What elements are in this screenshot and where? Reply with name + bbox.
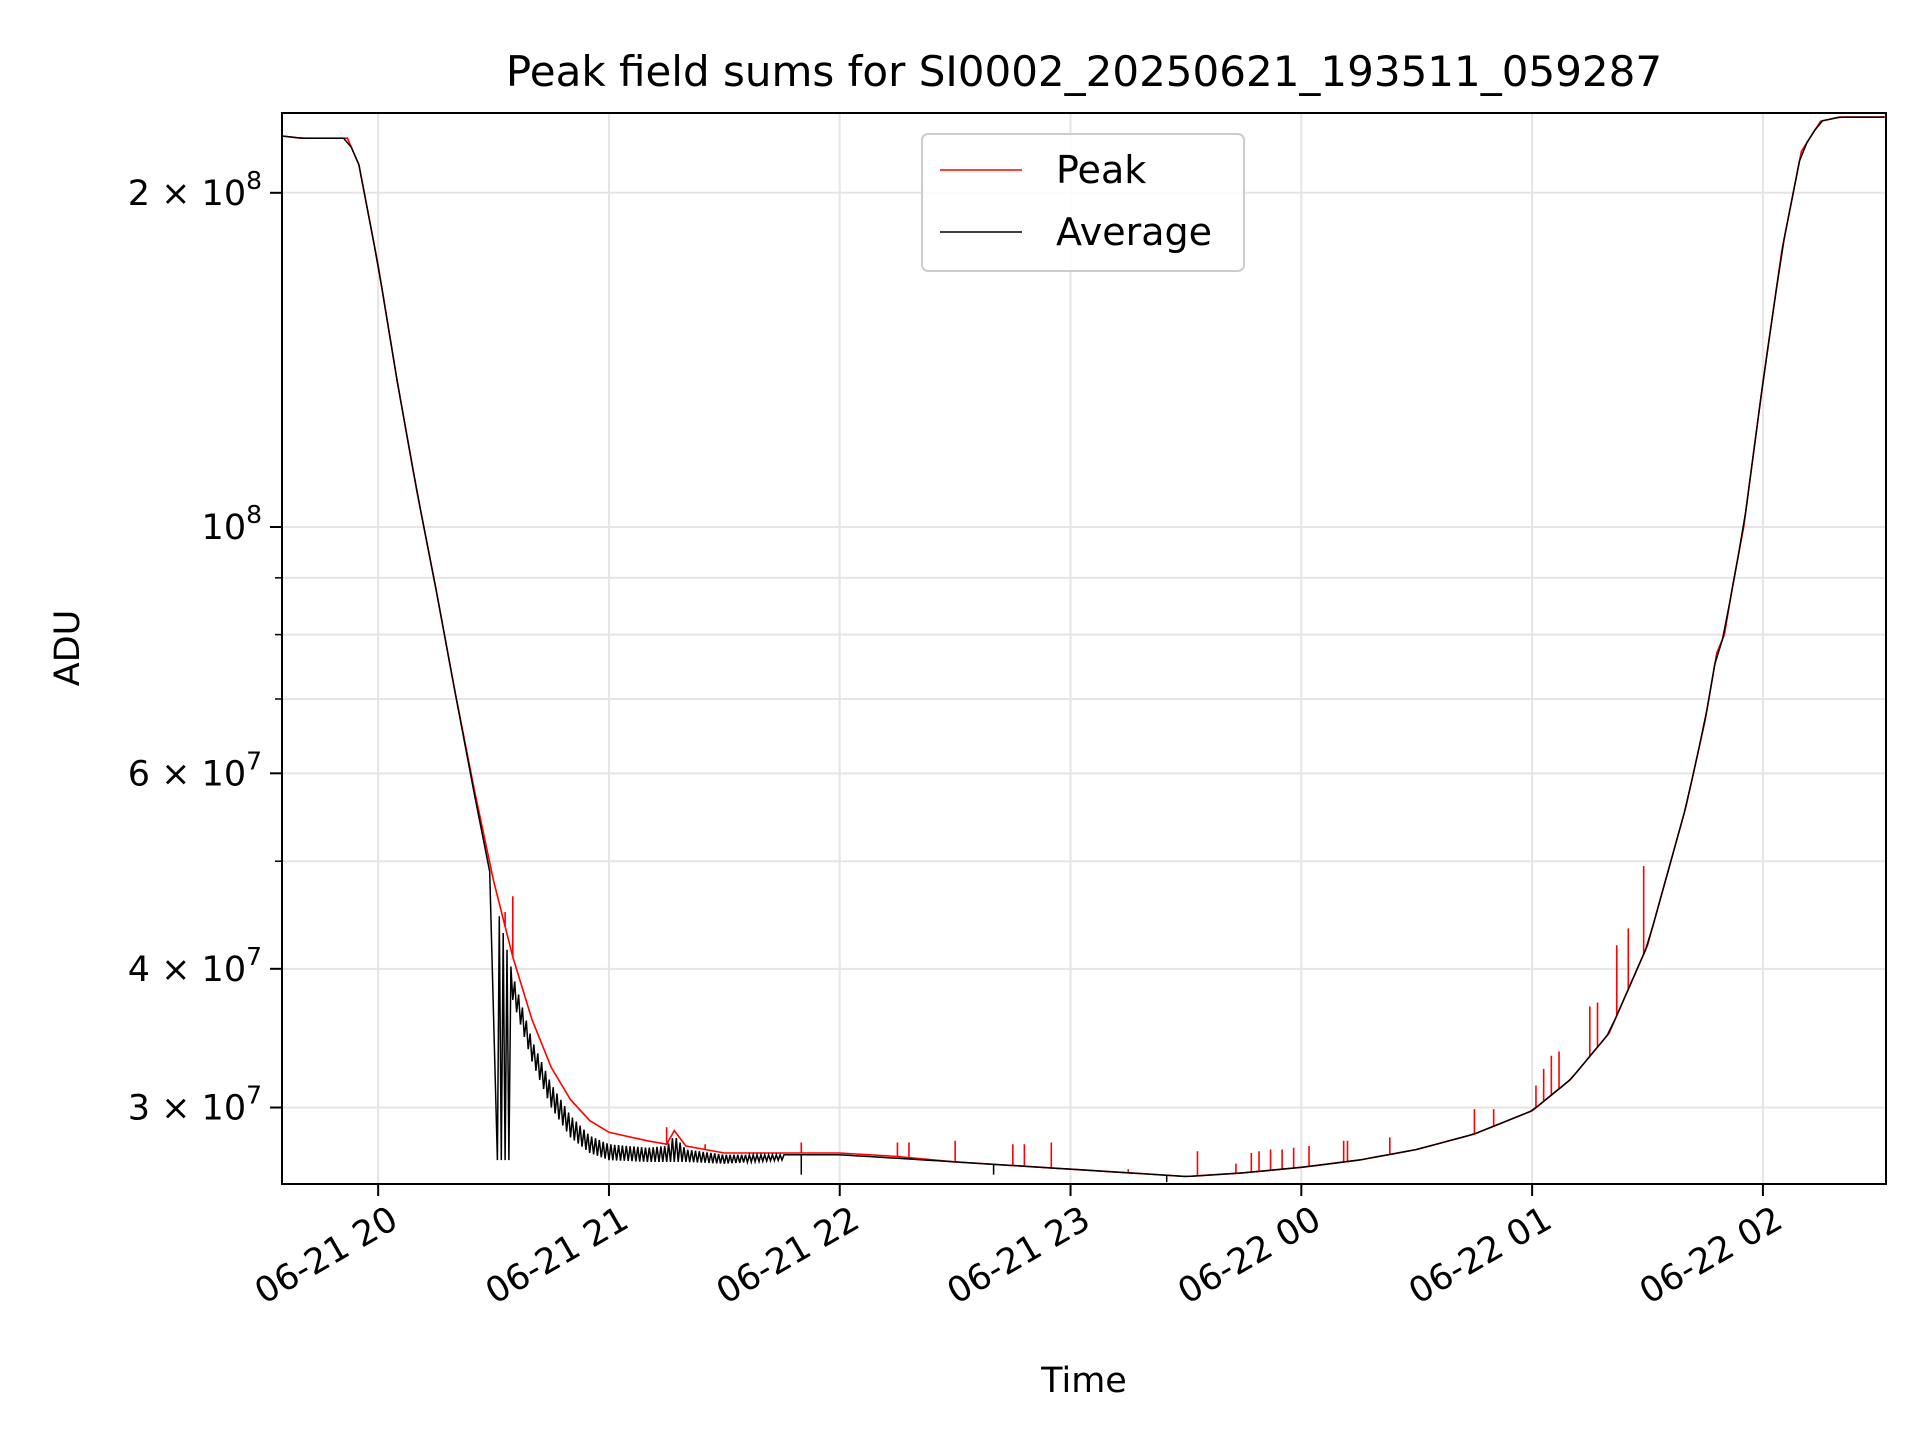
legend-frame (921, 133, 1245, 272)
legend-label-peak: Peak (1056, 148, 1146, 192)
series-line-average (282, 116, 1885, 1178)
series-layer (282, 116, 1886, 1183)
x-axis-label: Time (1040, 1361, 1127, 1401)
plot-frame (281, 112, 1887, 1185)
y-tick-label: 4 × 107 (128, 942, 262, 990)
legend: Peak Average (921, 133, 1245, 272)
y-tick-label: 108 (202, 500, 262, 548)
y-axis-label: ADU (48, 610, 88, 687)
y-axis-ticks: 3 × 107 4 × 107 6 × 107 108 2 × 108 (128, 166, 282, 1129)
y-tick-label: 6 × 107 (128, 746, 262, 794)
y-tick-label: 3 × 107 (128, 1081, 262, 1129)
grid-lines (282, 113, 1886, 1184)
y-tick-label: 2 × 108 (128, 166, 262, 214)
chart-title: Peak field sums for SI0002_20250621_1935… (506, 47, 1662, 96)
legend-label-average: Average (1056, 210, 1212, 254)
